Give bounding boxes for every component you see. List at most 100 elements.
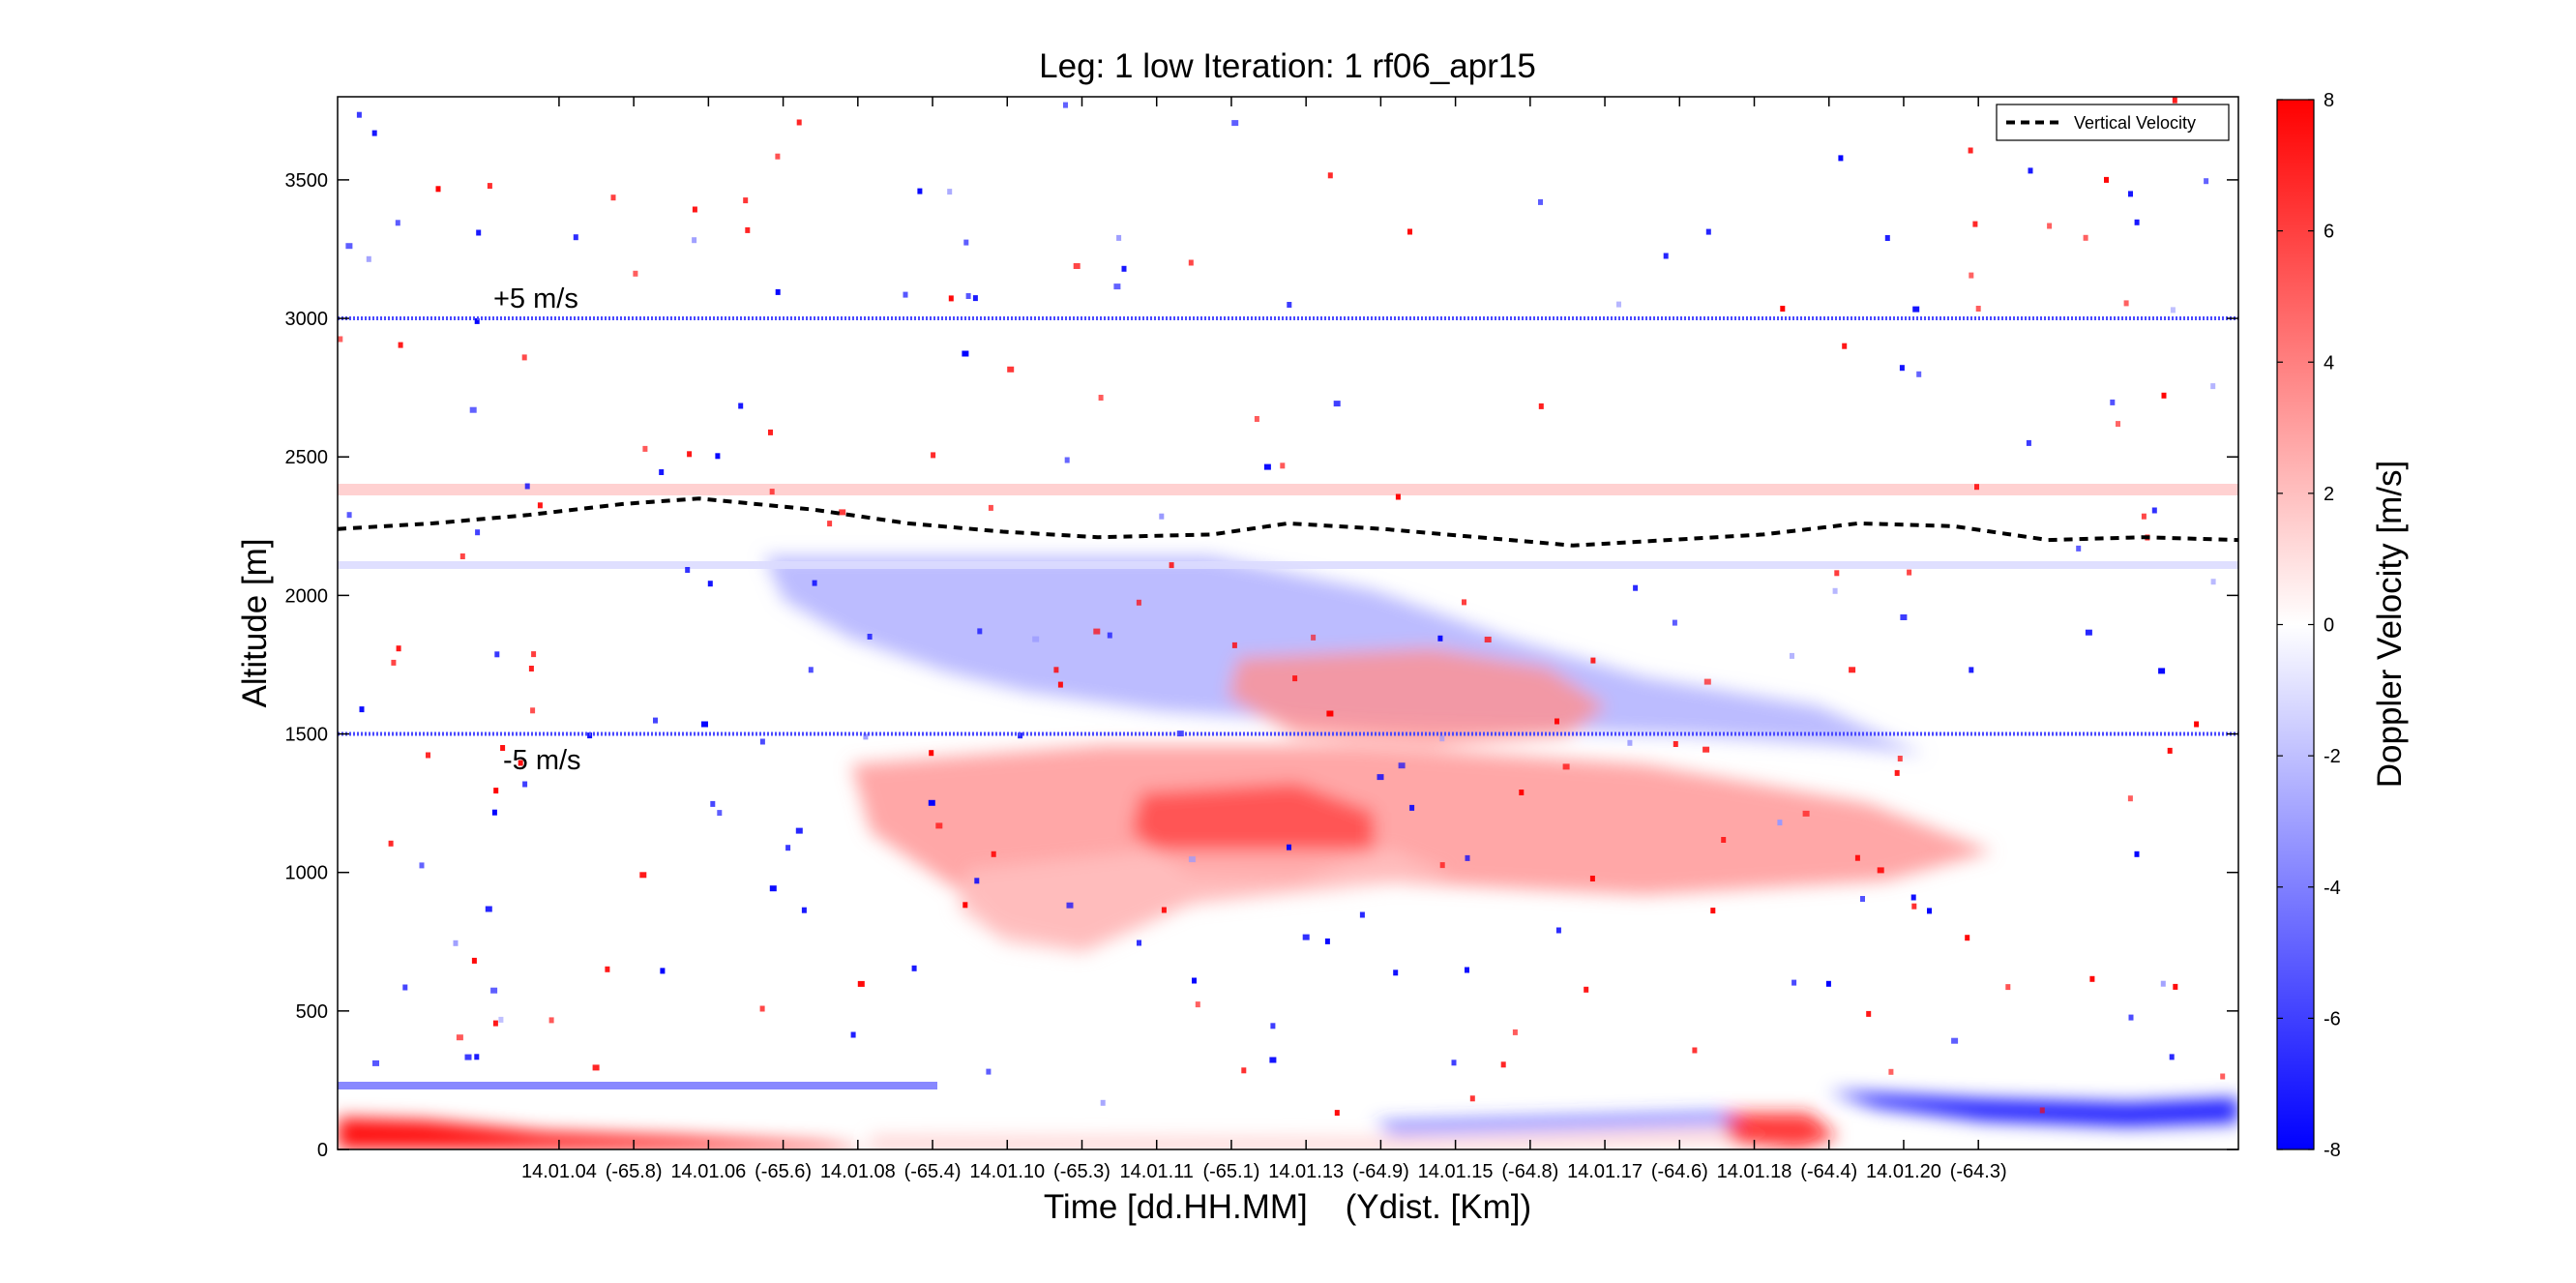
speckle — [1589, 876, 1595, 881]
speckle — [633, 270, 638, 277]
speckle — [1802, 810, 1810, 817]
speckle — [685, 567, 691, 573]
speckle — [977, 628, 983, 635]
speckle — [1911, 903, 1917, 910]
speckle — [1703, 678, 1711, 685]
speckle — [491, 809, 497, 816]
speckle — [1073, 263, 1081, 269]
speckle — [801, 907, 807, 913]
x-tick-label-16: 14.01.18 — [1717, 1161, 1792, 1182]
speckle — [2076, 545, 2082, 552]
speckle — [2172, 97, 2177, 104]
speckle — [2110, 399, 2116, 405]
speckle — [2039, 1107, 2045, 1114]
speckle — [1302, 934, 1310, 940]
speckle — [2141, 513, 2147, 520]
speckle — [1136, 599, 1141, 606]
speckle — [524, 483, 530, 490]
speckle — [1663, 253, 1669, 259]
speckle — [1538, 403, 1544, 409]
speckle — [1137, 940, 1141, 946]
speckle — [2173, 983, 2178, 990]
ref-label-minus5: -5 m/s — [503, 745, 581, 776]
y-tick-label-3: 1500 — [285, 725, 329, 746]
speckle — [2128, 1014, 2134, 1021]
speckle — [522, 781, 528, 788]
speckle — [660, 968, 666, 974]
speckle — [1900, 614, 1908, 620]
speckle — [867, 634, 873, 640]
colorbar-tick-label-6: -4 — [2324, 878, 2341, 899]
speckle — [2151, 507, 2157, 514]
speckle — [1188, 856, 1196, 863]
speckle — [1974, 484, 1979, 491]
speckle — [1195, 1001, 1200, 1008]
speckle — [1555, 927, 1561, 934]
speckle — [1590, 657, 1596, 664]
speckle — [372, 1059, 379, 1066]
speckle — [592, 1064, 600, 1071]
speckle — [963, 239, 969, 246]
echo-band-pink-2380 — [338, 484, 2238, 495]
speckle — [1519, 790, 1525, 795]
speckle — [398, 342, 403, 348]
speckle — [1192, 977, 1197, 984]
speckle — [1721, 837, 1727, 843]
speckle — [1877, 867, 1884, 874]
speckle — [1790, 652, 1794, 659]
speckle — [1927, 908, 1932, 914]
speckle — [492, 1020, 498, 1027]
x-tick-label-12: 14.01.15 — [1418, 1161, 1494, 1182]
speckle — [2160, 980, 2166, 987]
speckle — [1093, 628, 1101, 635]
y-tick-label-6: 3000 — [285, 309, 329, 330]
speckle — [1562, 763, 1570, 770]
speckle — [494, 651, 500, 658]
speckle — [1269, 1057, 1277, 1063]
echo-region-red-surface-right — [1722, 1113, 1838, 1149]
speckle — [1324, 938, 1330, 944]
speckle — [1951, 1037, 1959, 1044]
speckle — [2169, 1054, 2175, 1060]
speckle — [1007, 366, 1015, 373]
speckle — [521, 354, 527, 361]
speckle — [1327, 172, 1333, 179]
echo-region-red-upper — [1229, 648, 1606, 745]
speckle — [1834, 570, 1840, 577]
chart-title: Leg: 1 low Iteration: 1 rf06_apr15 — [1039, 47, 1536, 85]
speckle — [1107, 632, 1112, 639]
speckle — [1100, 1099, 1106, 1106]
speckle — [573, 234, 578, 241]
speckle — [435, 186, 441, 193]
speckle — [1254, 416, 1259, 422]
speckle — [531, 651, 537, 658]
speckle — [948, 295, 954, 302]
speckle — [1333, 401, 1341, 407]
speckle — [487, 183, 492, 190]
speckle — [1780, 306, 1786, 312]
speckle — [775, 153, 781, 160]
speckle — [2083, 234, 2088, 241]
speckle — [2220, 1073, 2226, 1080]
y-axis-label: Altitude [m] — [236, 538, 274, 707]
speckle — [2167, 747, 2173, 754]
speckle — [707, 581, 713, 587]
speckle — [464, 1054, 472, 1060]
speckle — [988, 504, 993, 511]
speckle — [1241, 1067, 1247, 1074]
speckle — [1161, 907, 1167, 913]
speckle — [1633, 584, 1639, 591]
speckle — [1705, 228, 1711, 235]
speckle — [931, 452, 936, 459]
speckle — [469, 406, 477, 413]
speckle — [605, 966, 610, 972]
speckle — [1064, 457, 1070, 463]
speckle — [1292, 675, 1298, 682]
x-axis-label: Time [dd.HH.MM] (Ydist. [Km]) — [1044, 1188, 1531, 1226]
speckle — [768, 429, 773, 435]
speckle — [929, 750, 934, 757]
speckle — [474, 317, 480, 324]
speckle — [1066, 902, 1074, 909]
x-tick-label-1: (-65.8) — [606, 1161, 663, 1182]
